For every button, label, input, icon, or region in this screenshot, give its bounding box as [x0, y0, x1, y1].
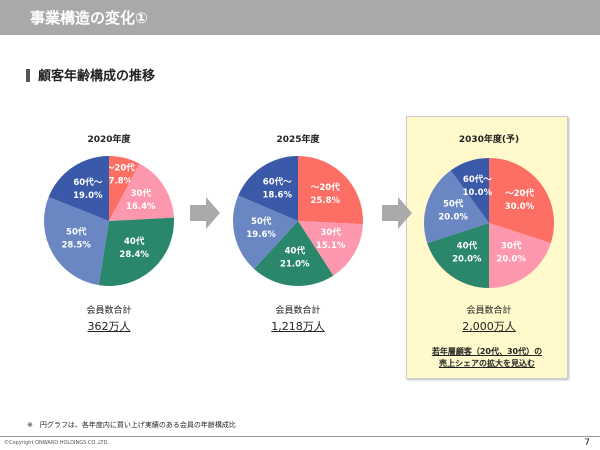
slice-category-label: 50代	[443, 198, 464, 209]
slice-value-label: 7.8%	[109, 177, 133, 187]
pie-slice	[43, 196, 109, 286]
arrow-icon	[382, 197, 412, 229]
total-label: 会員数合計	[86, 306, 132, 316]
bullet-bar	[26, 69, 30, 82]
slice-category-label: 30代	[320, 227, 341, 238]
footnote: ※ 円グラフは、各年度内に買い上げ実績のある会員の年齢構成比	[27, 421, 236, 429]
slice-value-label: 20.0%	[438, 212, 468, 222]
pie-slice	[253, 221, 334, 286]
pie-slice	[48, 156, 109, 221]
slice-value-label: 21.0%	[280, 260, 310, 270]
pie-slice	[424, 170, 489, 244]
pie-slice	[109, 156, 140, 221]
slice-value-label: 18.6%	[262, 191, 292, 201]
footer-divider	[0, 436, 600, 437]
slice-category-label: 40代	[285, 246, 306, 257]
pie-slice	[238, 156, 298, 221]
slice-value-label: 28.5%	[61, 241, 91, 251]
chart-title: 2030年度(予)	[458, 135, 520, 145]
slice-value-label: 19.0%	[73, 191, 103, 201]
slice-category-label: ～20代	[311, 182, 340, 193]
slice-value-label: 20.0%	[496, 254, 526, 264]
slice-category-label: 40代	[124, 236, 145, 247]
slice-value-label: 30.0%	[505, 202, 535, 212]
slice-value-label: 19.6%	[246, 230, 276, 240]
slide-header: 事業構造の変化①	[0, 0, 600, 35]
slice-value-label: 25.8%	[311, 196, 341, 206]
total-value: 1,218万人	[271, 320, 325, 333]
highlight-note: 若年層顧客（20代、30代）の 売上シェアの拡大を見込む	[431, 347, 543, 368]
chart-title: 2025年度	[276, 135, 320, 145]
pie-slice	[232, 195, 298, 269]
slice-category-label: 30代	[131, 188, 152, 199]
pie-slice	[298, 156, 363, 225]
total-label: 会員数合計	[466, 306, 512, 316]
slice-value-label: 16.4%	[126, 202, 156, 212]
pie-slice	[427, 223, 489, 288]
slide-title: 事業構造の変化①	[30, 9, 148, 27]
slice-value-label: 10.0%	[463, 188, 493, 198]
pie-slice	[450, 158, 489, 223]
page-number: 7	[584, 438, 590, 448]
slice-category-label: 40代	[457, 240, 478, 251]
total-label: 会員数合計	[275, 306, 321, 316]
slice-value-label: 28.4%	[119, 250, 149, 260]
arrow-icon	[190, 197, 220, 229]
chart-title: 2020年度	[87, 135, 131, 145]
section-title-text: 顧客年齢構成の推移	[38, 69, 156, 84]
total-value: 362万人	[87, 320, 131, 333]
slice-value-label: 20.0%	[452, 254, 482, 264]
slice-category-label: ～20代	[106, 163, 135, 174]
pie-slice	[298, 221, 363, 276]
pie-slice	[489, 158, 554, 244]
slice-category-label: 60代～	[463, 174, 492, 185]
slice-category-label: 30代	[501, 240, 522, 251]
section-title: 顧客年齢構成の推移	[26, 65, 155, 84]
slice-category-label: 60代～	[263, 177, 292, 188]
pie-slice	[98, 217, 175, 286]
slice-category-label: ～20代	[505, 188, 534, 199]
pie-slice	[109, 163, 174, 221]
slice-category-label: 60代～	[73, 177, 102, 188]
pie-slice	[489, 223, 551, 288]
slice-category-label: 50代	[251, 216, 272, 227]
copyright: ©Copyright ONWARD HOLDINGS CO.,LTD.	[4, 440, 109, 446]
total-value: 2,000万人	[462, 320, 516, 333]
slice-value-label: 15.1%	[316, 241, 346, 251]
slice-category-label: 50代	[66, 227, 87, 238]
